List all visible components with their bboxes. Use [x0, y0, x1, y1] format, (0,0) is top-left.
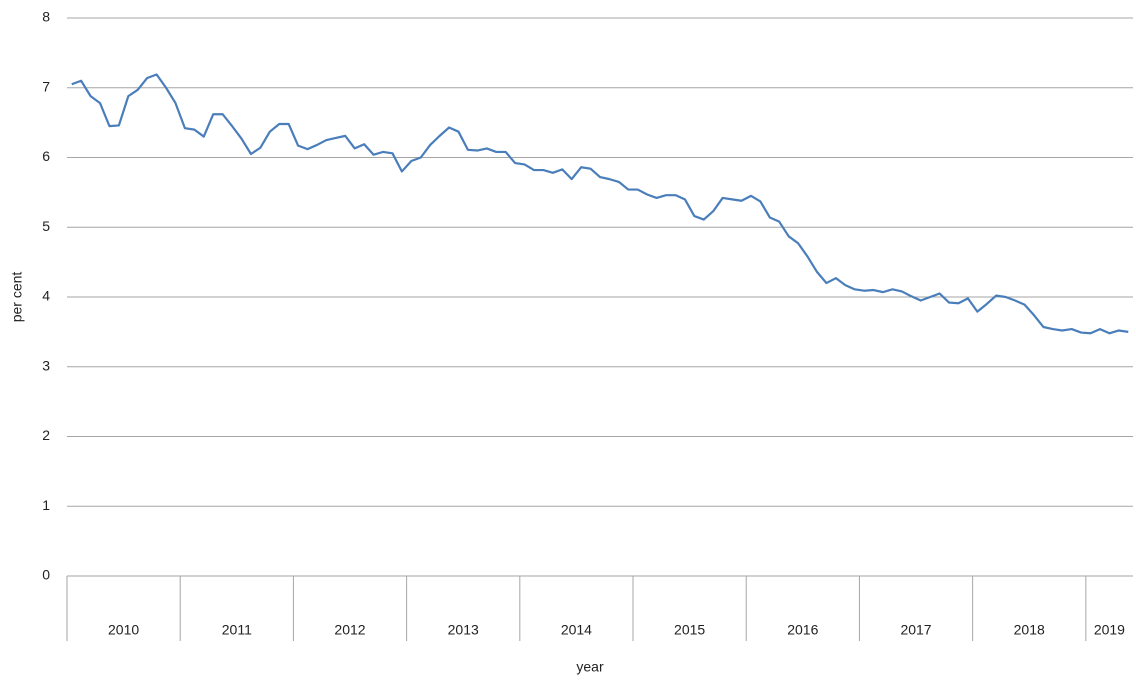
y-tick-label: 4 — [42, 288, 50, 304]
y-tick-label: 3 — [42, 357, 50, 373]
x-tick-label: 2011 — [222, 622, 252, 638]
x-axis-label: year — [576, 659, 604, 675]
x-tick-label: 2015 — [674, 622, 705, 638]
y-tick-label: 1 — [42, 497, 50, 513]
y-tick-label: 7 — [42, 78, 50, 94]
y-tick-label: 0 — [42, 567, 50, 583]
x-tick-label: 2019 — [1094, 622, 1125, 638]
x-tick-label: 2018 — [1014, 622, 1045, 638]
x-tick-label: 2014 — [561, 622, 592, 638]
y-tick-label: 5 — [42, 218, 50, 234]
x-tick-label: 2016 — [787, 622, 818, 638]
y-tick-label: 8 — [42, 9, 50, 25]
y-axis-label: per cent — [9, 272, 25, 323]
data-line — [71, 73, 1129, 335]
y-tick-label: 6 — [42, 148, 50, 164]
x-tick-label: 2017 — [900, 622, 931, 638]
x-tick-label: 2012 — [334, 622, 365, 638]
x-tick-label: 2013 — [448, 622, 479, 638]
x-tick-label: 2010 — [108, 622, 139, 638]
y-tick-label: 2 — [42, 427, 50, 443]
